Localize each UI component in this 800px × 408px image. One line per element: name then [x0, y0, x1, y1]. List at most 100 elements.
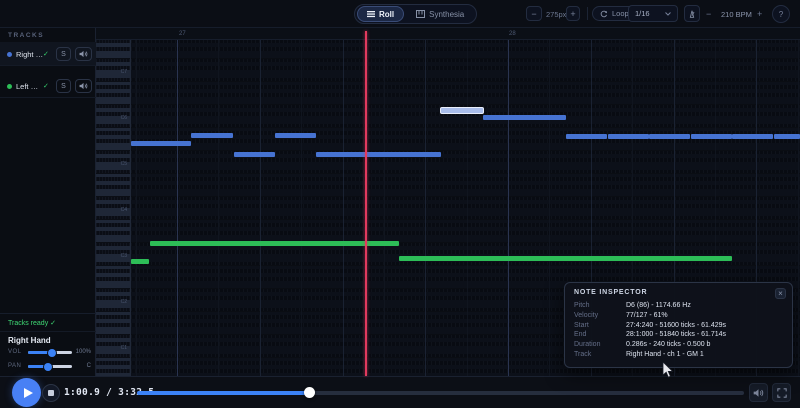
- help-button[interactable]: ?: [772, 5, 790, 23]
- ruler-measure-label: 27: [179, 31, 186, 37]
- speaker-icon: [753, 388, 764, 398]
- track-color-dot: [7, 52, 12, 57]
- inspector-row-duration: Duration0.286s - 240 ticks - 0.500 b: [574, 340, 783, 350]
- seek-slider-fill: [137, 391, 310, 395]
- solo-button[interactable]: S: [56, 79, 71, 93]
- beat-line: [549, 40, 550, 376]
- master-volume-button[interactable]: [749, 383, 768, 402]
- metronome-button[interactable]: [684, 5, 700, 22]
- inspector-value: D6 (86) - 1174.66 Hz: [626, 301, 691, 311]
- track-name: Left …: [16, 82, 38, 91]
- volume-label: VOL: [8, 349, 22, 355]
- midi-note[interactable]: [234, 152, 275, 157]
- midi-note[interactable]: [691, 134, 732, 139]
- bpm-increase-button[interactable]: +: [757, 9, 762, 19]
- midi-note[interactable]: [131, 259, 149, 264]
- midi-note[interactable]: [131, 141, 191, 146]
- tab-roll[interactable]: Roll: [357, 6, 404, 22]
- midi-note[interactable]: [608, 134, 649, 139]
- tab-synthesia-label: Synthesia: [429, 10, 464, 19]
- play-icon: [24, 388, 33, 398]
- metronome-icon: [687, 9, 697, 19]
- midi-note[interactable]: [191, 133, 233, 138]
- inspector-row-pitch: PitchD6 (86) - 1174.66 Hz: [574, 301, 783, 311]
- beat-line: [384, 40, 385, 376]
- midi-note[interactable]: [732, 134, 773, 139]
- midi-note-selected[interactable]: [441, 108, 483, 113]
- volume-slider-handle[interactable]: [48, 349, 56, 357]
- zoom-level-value: 275px: [546, 10, 566, 19]
- mute-button[interactable]: [75, 79, 92, 93]
- midi-note[interactable]: [649, 134, 690, 139]
- keyboard-octave-label: C1: [107, 345, 127, 351]
- selected-track-name: Right Hand: [8, 336, 51, 345]
- inspector-label: Start: [574, 321, 626, 331]
- bpm-decrease-button[interactable]: −: [706, 9, 711, 19]
- tracks-sidebar: TRACKS Right … ✓ S Left … ✓ S Tracks rea…: [0, 28, 96, 376]
- inspector-value: 0.286s - 240 ticks - 0.500 b: [626, 340, 710, 350]
- fullscreen-button[interactable]: [772, 383, 791, 402]
- measure-line: [177, 40, 178, 376]
- zoom-out-button[interactable]: −: [526, 6, 542, 21]
- midi-note[interactable]: [774, 134, 800, 139]
- seek-slider[interactable]: [137, 391, 744, 395]
- midi-note[interactable]: [275, 133, 316, 138]
- fullscreen-icon: [777, 388, 787, 398]
- pan-slider-handle[interactable]: [44, 363, 52, 371]
- roll-lines-icon: [367, 10, 375, 18]
- timeline-ruler[interactable]: 27 28: [96, 28, 800, 40]
- tracks-ready-status: Tracks ready ✓: [8, 319, 56, 327]
- mute-button[interactable]: [75, 47, 92, 61]
- beat-line: [467, 40, 468, 376]
- measure-line: [508, 40, 509, 376]
- midi-note[interactable]: [483, 115, 566, 120]
- midi-note[interactable]: [316, 152, 441, 157]
- keyboard-octave-label: C4: [107, 207, 127, 213]
- playhead[interactable]: [365, 31, 367, 376]
- solo-button[interactable]: S: [56, 47, 71, 61]
- beat-line: [218, 40, 219, 376]
- midi-note[interactable]: [150, 241, 399, 246]
- pan-value: C: [87, 363, 91, 369]
- grid-division-select[interactable]: 1/16: [628, 5, 678, 22]
- stop-button[interactable]: [42, 384, 60, 402]
- zoom-in-button[interactable]: +: [566, 6, 580, 21]
- loop-icon: [600, 10, 608, 18]
- inspector-row-track: TrackRight Hand - ch 1 - GM 1: [574, 350, 783, 360]
- tab-synthesia[interactable]: Synthesia: [406, 6, 474, 22]
- view-toggle: Roll Synthesia: [354, 4, 477, 24]
- volume-slider[interactable]: [28, 351, 72, 354]
- track-name: Right …: [16, 50, 43, 59]
- note-inspector-title: NOTE INSPECTOR: [574, 289, 783, 296]
- track-row-left-hand[interactable]: Left … ✓ S: [0, 74, 96, 98]
- keyboard-octave-label: C2: [107, 299, 127, 305]
- transport-bar: 1:00.9 / 3:32.5: [0, 376, 800, 408]
- beat-line: [425, 40, 426, 376]
- pan-slider[interactable]: [28, 365, 72, 368]
- track-color-dot: [7, 84, 12, 89]
- keyboard-octave-label: C5: [107, 161, 127, 167]
- stop-icon: [48, 390, 54, 396]
- beat-line: [136, 40, 137, 376]
- close-icon[interactable]: ×: [775, 288, 786, 299]
- inspector-label: Pitch: [574, 301, 626, 311]
- beat-line: [301, 40, 302, 376]
- track-row-right-hand[interactable]: Right … ✓ S: [0, 42, 96, 66]
- inspector-label: Velocity: [574, 311, 626, 321]
- track-ready-check-icon: ✓: [43, 50, 49, 58]
- ruler-measure-label: 28: [509, 31, 516, 37]
- track-ready-check-icon: ✓: [43, 82, 49, 90]
- inspector-value: 77/127 - 61%: [626, 311, 668, 321]
- inspector-row-end: End28:1:000 - 51840 ticks - 61.714s: [574, 330, 783, 340]
- inspector-value: 28:1:000 - 51840 ticks - 61.714s: [626, 330, 726, 340]
- midi-note[interactable]: [566, 134, 607, 139]
- seek-slider-handle[interactable]: [304, 387, 315, 398]
- midi-note[interactable]: [399, 256, 732, 261]
- speaker-icon: [79, 50, 88, 58]
- top-toolbar: Roll Synthesia − 275px + Loop 1/16 − 210…: [0, 0, 800, 28]
- play-button[interactable]: [12, 378, 41, 407]
- volume-row: VOL 100%: [0, 348, 96, 358]
- note-inspector-panel: NOTE INSPECTOR × PitchD6 (86) - 1174.66 …: [564, 282, 793, 368]
- note-inspector-rows: PitchD6 (86) - 1174.66 Hz Velocity77/127…: [574, 301, 783, 360]
- beat-line: [343, 40, 344, 376]
